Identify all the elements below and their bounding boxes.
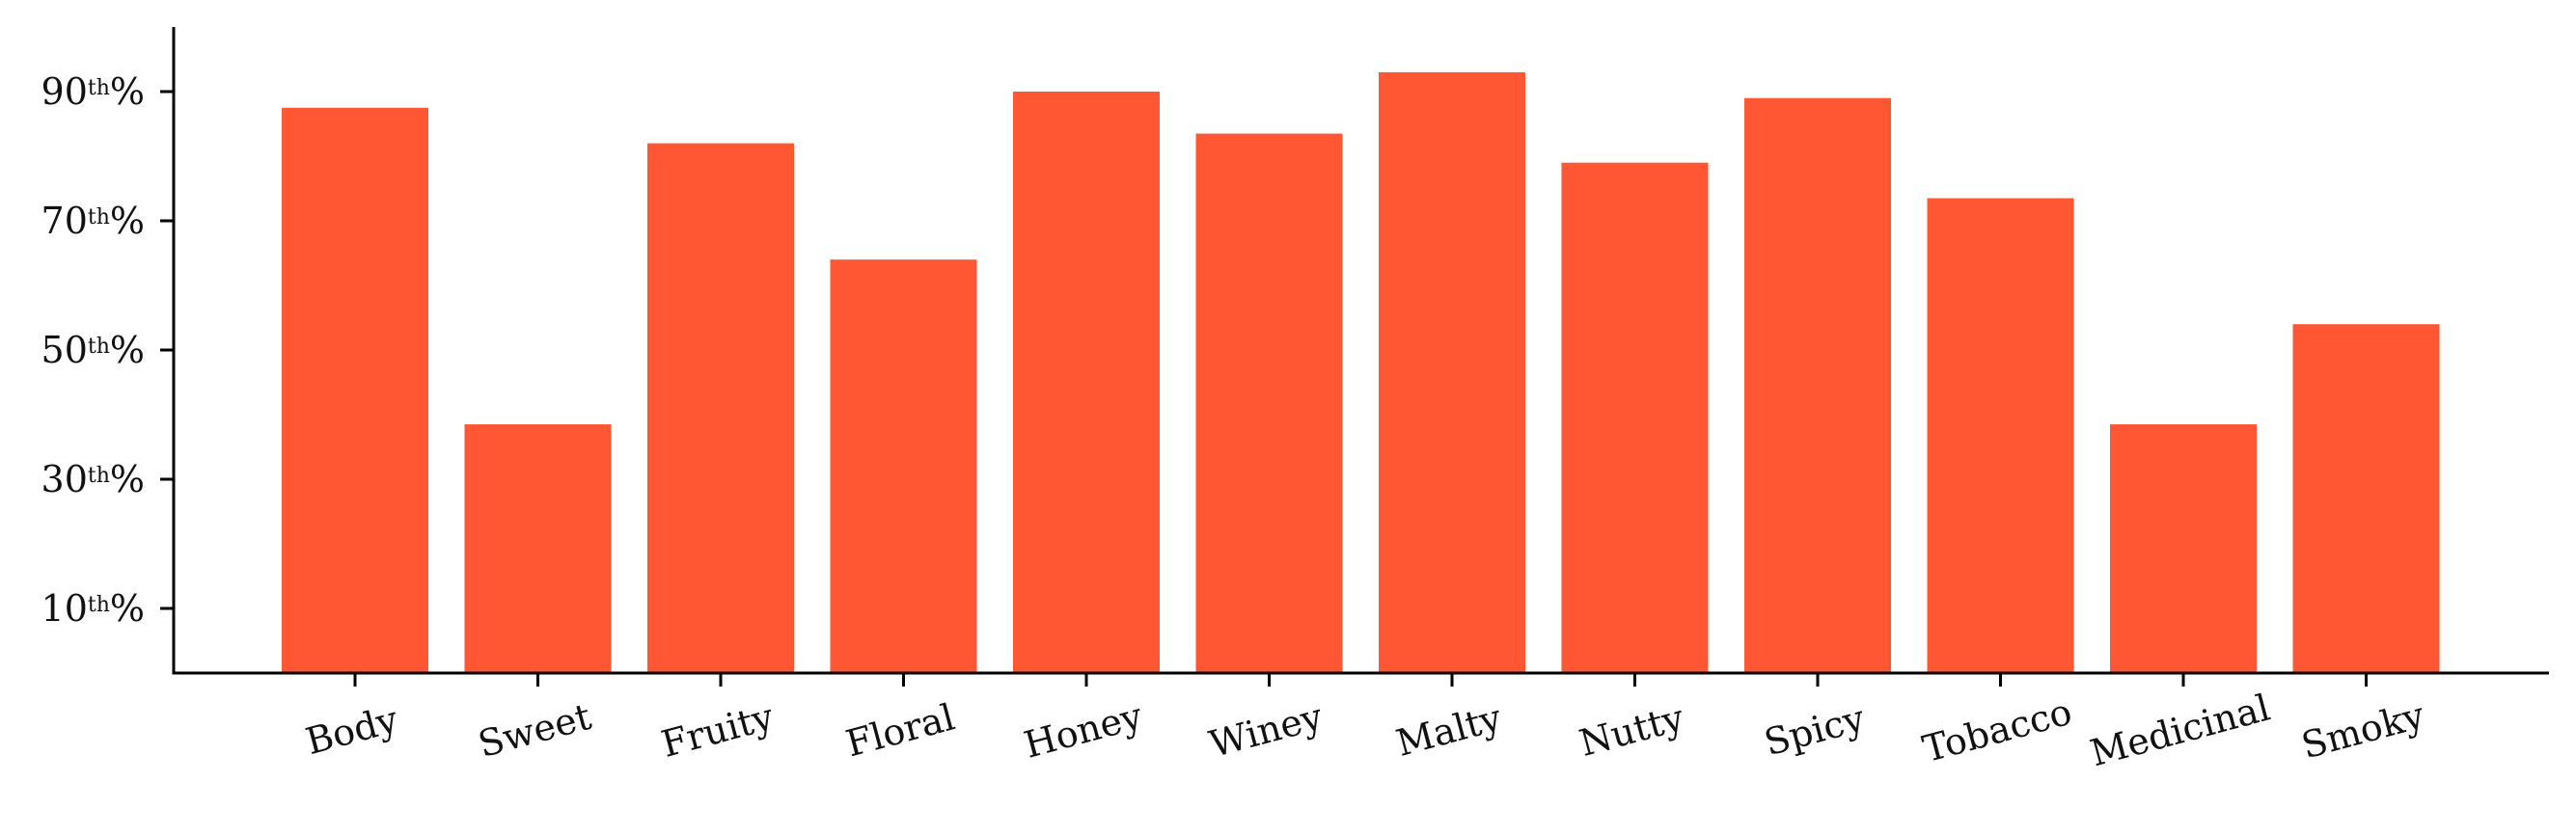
x-tick-label-smoky: Smoky [2297,693,2429,767]
y-tick-percent: % [110,200,145,242]
y-tick-ordinal: th [88,335,110,359]
bar-winey [1195,133,1343,674]
bar-nutty [1561,162,1709,673]
x-tick-label-tobacco: Tobacco [1918,690,2076,770]
y-tick-ordinal: th [88,464,110,488]
y-axis: 10th%30th%50th%70th%90th% [41,27,176,675]
y-tick-percent: % [110,458,145,500]
y-tick-label: 70th% [41,200,145,242]
y-tick-ordinal: th [88,76,110,100]
bar-fruity [647,143,794,674]
x-tick-label-nutty: Nutty [1575,696,1688,765]
y-tick-ordinal: th [88,593,110,617]
x-tick-label-winey: Winey [1205,695,1328,766]
bar-sweet [464,424,612,673]
y-tick-percent: % [110,587,145,630]
x-tick-label-honey: Honey [1020,694,1147,767]
bar-smoky [2292,324,2440,673]
x-tick-label-malty: Malty [1392,696,1507,765]
y-tick-label: 10th% [41,587,145,630]
x-tick-label-medicinal: Medicinal [2086,687,2274,775]
y-tick-label: 90th% [41,70,145,113]
bar-tobacco [1927,198,2074,674]
bar-medicinal [2110,424,2257,673]
x-axis: Body Sweet Fruity Floral Honey Winey Malty Nutt… [172,671,2549,775]
x-tick-label-spicy: Spicy [1760,696,1870,764]
bar-body [282,107,428,673]
bar-malty [1379,71,1525,673]
y-tick-number: 90 [41,70,88,113]
y-tick-label: 30th% [41,458,145,500]
bar-spicy [1744,97,1891,673]
x-tick-label-floral: Floral [841,695,959,765]
x-tick-label-fruity: Fruity [657,695,779,766]
bar-honey [1013,92,1160,673]
y-tick-number: 10 [41,587,88,630]
y-tick-percent: % [110,329,145,371]
x-tick-label-body: Body [301,698,402,764]
y-tick-number: 70 [41,200,88,242]
x-tick-label-sweet: Sweet [474,695,595,766]
y-tick-percent: % [110,70,145,113]
bars-group [282,71,2440,674]
y-tick-ordinal: th [88,205,110,229]
y-tick-label: 50th% [41,329,145,371]
y-tick-number: 30 [41,458,88,500]
y-tick-number: 50 [41,329,88,371]
bar-floral [830,259,977,673]
